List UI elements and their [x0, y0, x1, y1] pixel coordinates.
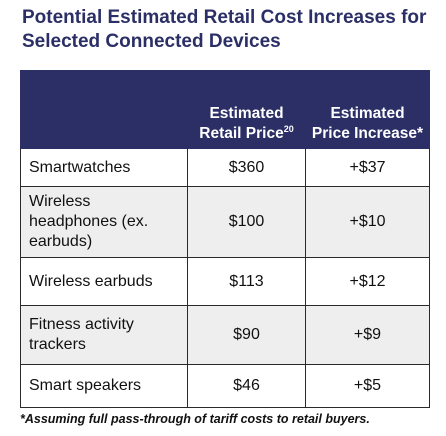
device-name: Wireless headphones (ex. earbuds): [20, 186, 188, 258]
header-price-increase-label: Estimated Price Increase*: [311, 105, 424, 142]
footnote: *Assuming full pass-through of tariff co…: [20, 412, 370, 426]
header-retail-price-label: Estimated Retail Price: [199, 105, 284, 142]
retail-price: $113: [187, 257, 306, 306]
header-retail-price: Estimated Retail Price20: [187, 70, 306, 149]
table-row: Smart speakers $46 +$5: [20, 364, 430, 408]
device-name: Wireless earbuds: [20, 257, 188, 306]
header-price-increase: Estimated Price Increase*: [305, 70, 430, 149]
device-name: Smartwatches: [20, 148, 188, 187]
price-increase: +$12: [305, 257, 430, 306]
retail-price: $100: [187, 186, 306, 258]
table-row: Wireless earbuds $113 +$12: [20, 257, 430, 306]
retail-price: $46: [187, 364, 306, 408]
table-row: Fitness activity trackers $90 +$9: [20, 305, 430, 365]
page-title: Potential Estimated Retail Cost Increase…: [22, 7, 427, 52]
footnote-ref-20: 20: [283, 123, 294, 134]
price-increase: +$10: [305, 186, 430, 258]
device-name: Smart speakers: [20, 364, 188, 408]
table-row: Wireless headphones (ex. earbuds) $100 +…: [20, 186, 430, 258]
retail-price: $90: [187, 305, 306, 365]
retail-price: $360: [187, 148, 306, 187]
cost-increase-table: Estimated Retail Price20 Estimated Price…: [20, 70, 430, 408]
table-row: Smartwatches $360 +$37: [20, 148, 430, 187]
price-increase: +$37: [305, 148, 430, 187]
device-name: Fitness activity trackers: [20, 305, 188, 365]
price-increase: +$5: [305, 364, 430, 408]
price-increase: +$9: [305, 305, 430, 365]
table-header-row: Estimated Retail Price20 Estimated Price…: [20, 70, 430, 149]
header-device: [20, 70, 188, 149]
